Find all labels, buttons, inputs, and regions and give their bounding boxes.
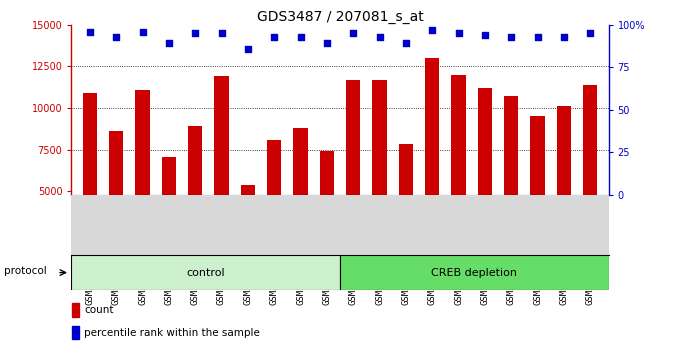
Bar [346, 80, 360, 275]
Text: protocol: protocol [3, 266, 46, 276]
Bar [82, 93, 97, 275]
Text: CREB depletion: CREB depletion [431, 268, 517, 278]
Point [532, 34, 543, 40]
Bar [557, 107, 571, 275]
Bar [504, 96, 518, 275]
Point [427, 27, 438, 33]
Title: GDS3487 / 207081_s_at: GDS3487 / 207081_s_at [256, 10, 424, 24]
Point [111, 34, 122, 40]
Point [453, 30, 464, 36]
Point [269, 34, 279, 40]
Text: control: control [186, 268, 225, 278]
Bar [109, 131, 123, 275]
Point [295, 34, 306, 40]
Point [137, 29, 148, 34]
Point [401, 41, 411, 46]
Bar [477, 88, 492, 275]
Point [163, 41, 174, 46]
Point [374, 34, 385, 40]
Bar [241, 185, 255, 275]
Bar [72, 326, 79, 339]
Text: count: count [84, 305, 114, 315]
Bar [293, 128, 308, 275]
Bar [320, 152, 334, 275]
Bar [398, 144, 413, 275]
Bar [267, 140, 282, 275]
Point [216, 30, 227, 36]
Bar [452, 75, 466, 275]
Bar [372, 80, 387, 275]
Point [506, 34, 517, 40]
Bar [583, 85, 598, 275]
Bar [135, 90, 150, 275]
Bar [340, 255, 609, 290]
Point [558, 34, 569, 40]
Point [585, 30, 596, 36]
Bar [188, 126, 203, 275]
Bar [72, 303, 79, 317]
Text: percentile rank within the sample: percentile rank within the sample [84, 327, 260, 338]
Point [84, 29, 95, 34]
Point [190, 30, 201, 36]
Bar [425, 58, 439, 275]
Bar [71, 255, 340, 290]
Bar [530, 116, 545, 275]
Point [322, 41, 333, 46]
Point [479, 32, 490, 38]
Bar [214, 76, 228, 275]
Bar [162, 157, 176, 275]
Point [242, 46, 253, 51]
Point [347, 30, 358, 36]
